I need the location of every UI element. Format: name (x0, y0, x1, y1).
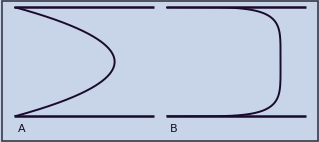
Text: B: B (170, 124, 177, 133)
Text: A: A (18, 124, 25, 133)
